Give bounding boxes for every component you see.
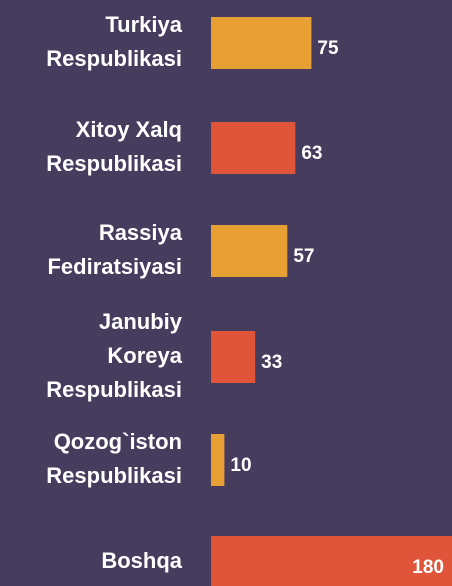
bar <box>211 225 288 277</box>
category-line: Fediratsiyasi <box>41 254 182 279</box>
category-line: Respublikasi <box>40 46 182 71</box>
category-label: Xitoy Xalq Respublikasi <box>40 117 182 176</box>
category-line: Rassiya <box>99 220 183 245</box>
category-line: Qozog`iston <box>54 429 182 454</box>
category-label: Turkiya Respublikasi <box>40 12 183 71</box>
value-label: 10 <box>230 455 251 476</box>
category-line: Janubiy <box>99 309 183 334</box>
category-line: Koreya <box>101 343 182 368</box>
value-label: 57 <box>293 246 314 267</box>
category-label: Boshqa <box>101 548 182 573</box>
category-label: Qozog`iston Respublikasi <box>40 429 182 488</box>
value-label: 180 <box>412 557 444 578</box>
category-line: Boshqa <box>101 548 182 573</box>
bar <box>211 17 312 69</box>
bar <box>211 434 225 486</box>
category-line: Xitoy Xalq <box>76 117 182 142</box>
category-line: Respublikasi <box>40 377 182 402</box>
value-label: 33 <box>261 352 282 373</box>
category-label: Rassiya Fediratsiyasi <box>41 220 182 279</box>
bar <box>211 331 256 383</box>
value-label: 75 <box>317 38 339 59</box>
category-line: Respublikasi <box>40 151 182 176</box>
category-line: Respublikasi <box>40 463 182 488</box>
category-line: Turkiya <box>105 12 182 37</box>
bar <box>211 122 296 174</box>
category-label: Janubiy Koreya Respublikasi <box>40 309 183 402</box>
value-label: 63 <box>301 143 322 164</box>
bar <box>211 536 452 586</box>
